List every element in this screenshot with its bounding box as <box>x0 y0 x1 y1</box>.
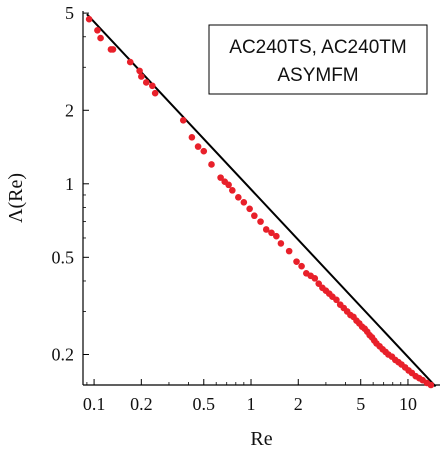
fit-line-layer <box>86 13 437 388</box>
data-point <box>311 275 319 282</box>
x-tick-label: 0.1 <box>83 394 106 414</box>
x-axis-ticks: 0.1 0.2 0.5 1 2 5 10 <box>83 379 417 414</box>
y-axis-ticks: 0.2 0.5 1 2 5 <box>52 3 89 364</box>
data-points-layer <box>85 15 435 389</box>
data-point <box>235 194 242 201</box>
data-point <box>94 27 101 34</box>
x-tick-label: 0.5 <box>193 394 216 414</box>
data-point <box>179 116 187 124</box>
data-point <box>277 240 285 247</box>
y-axis-label: Λ(Re) <box>5 173 27 223</box>
data-point <box>273 232 280 240</box>
data-point <box>293 258 300 265</box>
fit-line <box>86 13 437 388</box>
x-tick-label: 10 <box>399 394 417 414</box>
y-tick-label: 2 <box>65 100 74 120</box>
data-point <box>240 198 248 206</box>
data-point <box>298 262 305 270</box>
data-point <box>97 34 104 42</box>
plot-area <box>82 11 440 386</box>
x-tick-label: 0.2 <box>130 394 153 414</box>
data-point <box>138 73 145 80</box>
legend-text-line-1: AC240TS, AC240TM <box>229 37 406 58</box>
data-point <box>136 67 143 75</box>
legend-text-line-2: ASYMFM <box>277 65 358 86</box>
y-tick-label: 0.2 <box>52 344 75 364</box>
data-point <box>257 218 264 225</box>
data-point <box>85 15 93 23</box>
data-point <box>142 79 150 86</box>
data-point <box>225 181 232 189</box>
data-point <box>427 381 435 389</box>
data-point <box>109 46 117 53</box>
x-tick-label: 5 <box>356 394 365 414</box>
x-axis-label: Re <box>250 428 272 450</box>
data-point <box>268 229 275 237</box>
data-point <box>246 205 253 213</box>
data-point <box>217 174 224 181</box>
data-point <box>151 89 159 97</box>
y-tick-label: 0.5 <box>52 247 75 267</box>
data-point <box>188 134 196 141</box>
data-point <box>251 212 258 220</box>
data-point <box>149 82 156 90</box>
y-tick-label: 1 <box>65 174 74 194</box>
data-point <box>333 296 340 304</box>
data-point <box>208 161 215 168</box>
legend: AC240TS, AC240TM ASYMFM <box>208 24 428 95</box>
data-point <box>262 226 270 233</box>
data-point <box>200 147 208 155</box>
y-tick-label: 5 <box>65 3 74 23</box>
data-point <box>285 247 293 255</box>
x-tick-label: 2 <box>294 394 303 414</box>
data-point <box>229 187 236 194</box>
x-tick-label: 1 <box>247 394 256 414</box>
legend-box <box>208 24 428 95</box>
data-point <box>194 143 202 150</box>
data-point <box>126 58 134 66</box>
